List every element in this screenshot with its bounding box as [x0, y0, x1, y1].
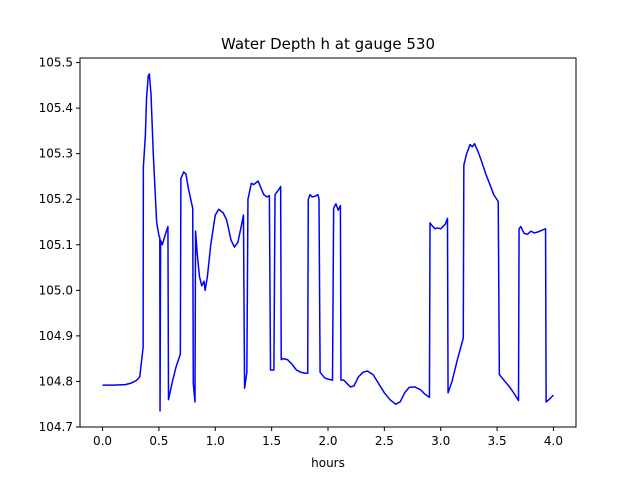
chart-title: Water Depth h at gauge 530	[221, 35, 435, 53]
x-axis-label: hours	[311, 456, 345, 470]
x-tick-label: 0.0	[93, 434, 112, 448]
x-tick-label: 0.5	[149, 434, 168, 448]
x-tick-label: 3.0	[431, 434, 450, 448]
y-axis: 104.7 104.8 104.9 105.0 105.1 105.2 105.3 105.4…	[39, 56, 80, 434]
y-tick-label: 105.5	[39, 56, 73, 70]
y-tick-label: 104.8	[39, 374, 73, 388]
y-tick-label: 105.2	[39, 192, 73, 206]
y-tick-label: 105.3	[39, 147, 73, 161]
x-tick-label: 1.5	[262, 434, 281, 448]
x-tick-label: 1.0	[206, 434, 225, 448]
x-tick-label: 4.0	[544, 434, 563, 448]
y-tick-label: 104.9	[39, 329, 73, 343]
x-axis: 0.0 0.5 1.0 1.5 2.0 2.5 3.0 3.5 4.0	[93, 427, 563, 448]
x-tick-label: 2.5	[375, 434, 394, 448]
series-layer	[102, 73, 554, 412]
series-line	[102, 73, 554, 412]
y-tick-label: 104.7	[39, 420, 73, 434]
y-tick-label: 105.1	[39, 238, 73, 252]
x-tick-label: 3.5	[488, 434, 507, 448]
y-tick-label: 105.4	[39, 101, 73, 115]
x-tick-label: 2.0	[318, 434, 337, 448]
y-tick-label: 105.0	[39, 283, 73, 297]
